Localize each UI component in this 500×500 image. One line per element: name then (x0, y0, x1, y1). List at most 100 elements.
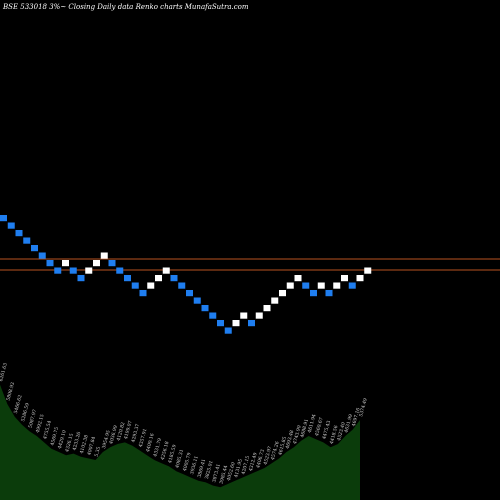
renko-brick-down (193, 297, 201, 304)
volume-label: 4560.67 (314, 417, 325, 437)
renko-brick-down (116, 267, 124, 274)
volume-label: 4185.59 (167, 444, 178, 464)
renko-brick-up (162, 267, 170, 274)
volume-label: 4631.99 (343, 414, 354, 434)
volume-label: 4429.10 (57, 430, 68, 450)
volume-label: 5374.49 (358, 398, 369, 418)
renko-brick-up (255, 312, 263, 319)
renko-brick-down (7, 222, 15, 229)
renko-brick-up (341, 275, 348, 282)
volume-label: 4688.91 (299, 418, 310, 438)
renko-brick-up (147, 282, 155, 289)
renko-brick-up (263, 305, 271, 312)
renko-brick-down (201, 305, 209, 312)
renko-brick-down (131, 282, 139, 289)
renko-brick-down (224, 327, 232, 334)
volume-label: 5466.62 (13, 394, 24, 414)
volume-label: 4131.95 (233, 458, 244, 478)
renko-brick-down (38, 252, 46, 259)
renko-brick-down (23, 237, 31, 244)
volume-label: 4036.99 (108, 425, 119, 445)
renko-brick-up (85, 267, 93, 274)
volume-label: 3873.41 (211, 463, 222, 483)
volume-label: 4697.16 (351, 407, 362, 427)
renko-brick-down (54, 267, 62, 274)
volume-label: 4120.82 (116, 422, 127, 442)
volume-label: 4615.85 (277, 436, 288, 456)
renko-brick-down (302, 282, 310, 289)
renko-brick-down (186, 290, 193, 297)
renko-brick-down (124, 275, 131, 282)
volume-label: 4406.73 (255, 449, 266, 469)
renko-brick-down (348, 282, 356, 289)
chart-title: BSE 533018 3%~ Closing Daily data Renko … (2, 3, 249, 11)
renko-brick-down (217, 320, 224, 327)
volume-label: 4743.90 (292, 425, 303, 445)
volume-label: 4007.84 (86, 436, 97, 456)
volume-label: 4102.38 (79, 434, 90, 454)
volume-label: 3869.41 (197, 458, 208, 478)
volume-label: 5286.59 (20, 402, 31, 422)
volume-label: 4085.31 (174, 449, 185, 469)
volume-label: 3954.95 (101, 430, 112, 450)
renko-brick-up (271, 297, 279, 304)
renko-brick-down (310, 290, 317, 297)
volume-label: 4357.91 (138, 428, 149, 448)
renko-brick-up (364, 267, 372, 274)
volume-label: 4574.26 (270, 441, 281, 461)
renko-brick-up (333, 282, 341, 289)
volume-label: 5087.97 (28, 409, 39, 429)
renko-brick-up (294, 275, 302, 282)
renko-brick-up (356, 275, 364, 282)
volume-area-fill (0, 384, 360, 500)
volume-label: 4199.07 (123, 420, 134, 440)
renko-brick-down (248, 320, 255, 327)
renko-brick-down (139, 290, 147, 297)
renko-brick-down (69, 267, 77, 274)
renko-brick-up (317, 282, 325, 289)
renko-brick-down (15, 230, 23, 237)
volume-label: 4418.56 (329, 425, 340, 445)
volume-label: 4523.40 (336, 422, 347, 442)
renko-brick-down (31, 245, 38, 252)
volume-label: 4233.26 (72, 431, 83, 451)
renko-brick-down (209, 312, 217, 319)
volume-label: 3825.01 (204, 460, 215, 480)
volume-label: 3985.44 (219, 465, 230, 485)
volume-label: 4400.16 (145, 433, 156, 453)
volume-label: 3936.11 (189, 455, 200, 475)
volume-label: 4331.79 (152, 438, 163, 458)
renko-brick-down (178, 282, 186, 289)
renko-brick-up (155, 275, 162, 282)
volume-label: 4207.15 (241, 455, 252, 475)
renko-brick-up (232, 320, 240, 327)
volume-label: 4992.15 (35, 414, 46, 434)
volume-label: 4693.48 (285, 430, 296, 450)
volume-label: 5808.93 (5, 382, 16, 402)
renko-brick-up (286, 282, 294, 289)
level-lines (0, 258, 500, 271)
renko-brick-up (93, 260, 100, 267)
renko-brick-up (100, 252, 108, 259)
volume-label: 4755.54 (42, 420, 53, 440)
volume-label: 5.35 (94, 446, 102, 458)
volume-label: 4475.43 (321, 420, 332, 440)
renko-brick-down (0, 215, 7, 222)
renko-brick-up (62, 260, 69, 267)
volume-label: 4312.49 (248, 452, 259, 472)
volume-labels: 6261.635808.935466.625286.595087.974992.… (0, 362, 369, 484)
renko-brick-up (240, 312, 248, 319)
volume-label: 4005.79 (182, 452, 193, 472)
volume-label: 4052.60 (226, 462, 237, 482)
renko-brick-down (46, 260, 54, 267)
volume-label: 4326.15 (64, 433, 75, 453)
renko-brick-up (279, 290, 286, 297)
renko-brick-down (77, 275, 85, 282)
renko-brick-down (170, 275, 178, 282)
volume-label: 4569.75 (50, 426, 61, 446)
volume-area (0, 384, 360, 500)
renko-bricks (0, 215, 372, 334)
renko-brick-down (325, 290, 333, 297)
volume-label: 4256.18 (160, 441, 171, 461)
